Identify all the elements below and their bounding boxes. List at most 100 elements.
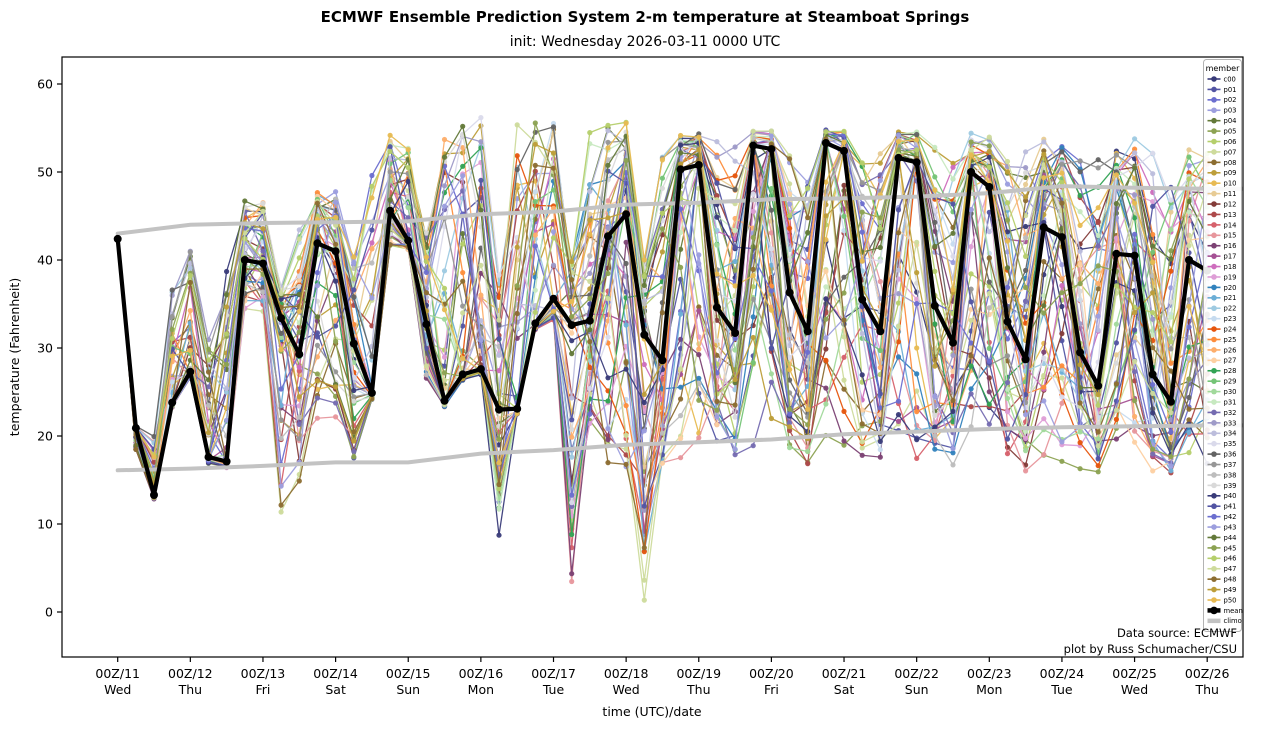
x-tick-label-day: Tue [1050, 682, 1073, 697]
member-marker [1168, 360, 1174, 366]
series-layer [113, 115, 1243, 603]
legend-entry-label: p28 [1224, 367, 1237, 375]
member-marker [569, 277, 575, 283]
member-markers-p45 [115, 120, 1210, 484]
member-marker [587, 217, 593, 223]
x-tick-label-utc: 00Z/17 [531, 666, 576, 681]
member-marker [787, 332, 793, 338]
legend-entry-p45: p45 [1207, 544, 1236, 552]
member-marker [314, 395, 320, 401]
legend-entry-p42: p42 [1207, 513, 1236, 521]
member-marker [950, 253, 956, 259]
legend-entry-label: p25 [1224, 336, 1237, 344]
member-marker [1023, 198, 1029, 204]
member-marker [714, 154, 720, 160]
member-marker [623, 403, 629, 409]
member-marker [1059, 276, 1065, 282]
member-marker [1004, 451, 1011, 457]
member-marker [1004, 395, 1011, 401]
member-marker [823, 284, 829, 290]
mean-marker [1057, 233, 1066, 242]
member-marker [569, 454, 575, 460]
member-marker [986, 255, 992, 261]
member-marker [914, 388, 920, 394]
member-marker [750, 443, 756, 449]
member-marker [187, 273, 193, 279]
member-marker [1150, 150, 1156, 156]
y-tick-label: 40 [37, 253, 53, 268]
member-marker [1168, 463, 1174, 469]
member-marker [732, 446, 738, 452]
member-marker [986, 148, 992, 155]
legend-marker-dot [1211, 399, 1217, 405]
member-marker [805, 258, 811, 264]
member-marker [1095, 243, 1101, 249]
member-marker [932, 393, 938, 399]
member-marker [441, 136, 448, 143]
member-marker [678, 142, 684, 148]
x-tick-label-day: Mon [976, 682, 1002, 697]
legend-entry-label: p22 [1224, 305, 1237, 313]
member-marker [696, 308, 702, 314]
legend-marker-dot [1211, 159, 1217, 166]
member-marker [678, 206, 684, 212]
member-marker [278, 386, 284, 392]
member-marker [914, 270, 920, 276]
member-marker [1132, 192, 1138, 198]
member-marker [460, 123, 466, 129]
legend-entry-label: p36 [1224, 451, 1237, 459]
member-marker [1004, 217, 1011, 223]
member-marker [441, 154, 448, 160]
mean-marker [858, 295, 867, 304]
member-marker [1023, 253, 1029, 259]
member-marker [278, 509, 284, 515]
legend-marker-dot [1211, 263, 1217, 270]
member-marker [1004, 169, 1011, 175]
member-marker [950, 397, 956, 403]
member-marker [333, 338, 339, 344]
mean-marker [676, 165, 685, 174]
member-marker [623, 461, 629, 467]
member-marker [696, 304, 702, 310]
mean-marker [640, 330, 649, 339]
x-tick-label-day: Thu [1194, 682, 1218, 697]
member-marker [859, 229, 865, 235]
member-marker [314, 354, 320, 360]
legend-entry-p12: p12 [1207, 200, 1236, 208]
mean-marker [277, 314, 286, 323]
legend-marker-dot [1211, 597, 1217, 603]
x-tick-label-day: Thu [178, 682, 202, 697]
mean-marker [1166, 397, 1175, 406]
member-marker [714, 214, 720, 220]
member-marker [1150, 345, 1156, 351]
member-marker [423, 290, 429, 296]
x-tick-label-day: Wed [1121, 682, 1148, 697]
member-marker [314, 334, 320, 340]
legend-marker-dot [1211, 107, 1217, 114]
member-marker [1095, 392, 1101, 398]
member-marker [696, 397, 702, 403]
legend-marker-dot [1211, 409, 1217, 416]
member-marker [423, 254, 429, 260]
member-marker [1041, 384, 1047, 390]
member-marker [1186, 163, 1192, 169]
member-marker [696, 346, 702, 352]
member-marker [986, 389, 992, 395]
member-marker [1059, 458, 1065, 464]
mean-marker [930, 301, 939, 310]
legend-marker-dot [1211, 336, 1217, 343]
member-marker [1168, 346, 1174, 352]
member-marker [986, 345, 992, 351]
member-marker [823, 346, 829, 352]
member-marker [678, 336, 684, 342]
member-marker [932, 363, 938, 369]
member-marker [169, 287, 175, 293]
mean-marker [1148, 370, 1157, 379]
member-marker [914, 345, 920, 351]
member-marker [714, 414, 720, 420]
member-marker [1004, 265, 1011, 271]
member-marker [460, 173, 466, 179]
member-marker [841, 290, 847, 296]
member-marker [1023, 435, 1029, 441]
